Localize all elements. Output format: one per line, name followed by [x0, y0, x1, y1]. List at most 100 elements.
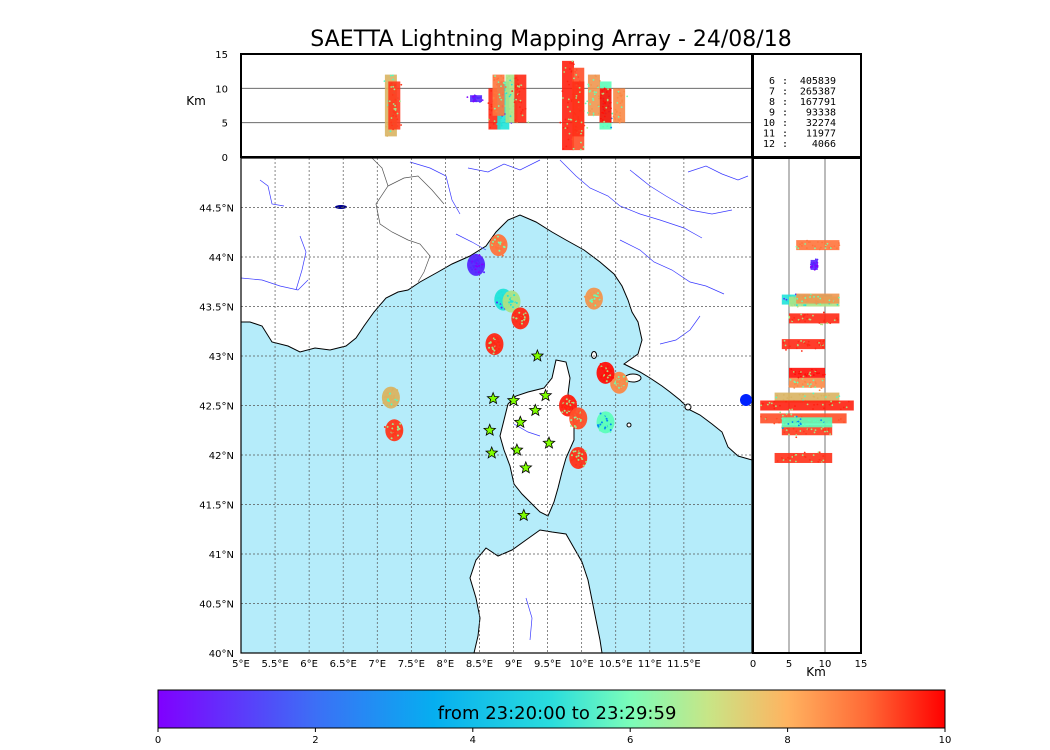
side-source [816, 341, 819, 344]
side-source [824, 247, 827, 249]
altitude-source [566, 127, 569, 129]
altitude-source [590, 84, 593, 86]
lightning-source [523, 316, 526, 319]
lightning-source [582, 464, 585, 467]
lightning-source [503, 241, 506, 244]
lightning-source [515, 297, 518, 300]
lightning-source [565, 398, 568, 401]
side-tick-label: 10 [819, 659, 832, 670]
lightning-source [574, 463, 577, 466]
altitude-source [619, 118, 622, 121]
altitude-source [389, 130, 392, 133]
side-source [810, 265, 812, 268]
lightning-source [571, 396, 574, 399]
lat-tick-label: 43°N [209, 352, 234, 363]
altitude-source [578, 86, 581, 89]
lightning-source [599, 429, 602, 432]
altitude-ylabel: Km [186, 94, 206, 108]
lightning-source [497, 296, 500, 299]
side-source [806, 239, 808, 242]
star-icon [513, 415, 528, 429]
lightning-source [615, 386, 618, 389]
side-source [822, 300, 825, 302]
altitude-source [603, 120, 606, 123]
side-source [814, 299, 817, 302]
lightning-source [389, 428, 392, 431]
altitude-source [589, 90, 591, 92]
side-source [802, 393, 804, 396]
side-source [784, 344, 787, 347]
lightning-source [392, 426, 395, 429]
side-source [815, 261, 818, 263]
altitude-source [580, 92, 583, 95]
side-source [787, 423, 790, 425]
lightning-source [510, 306, 513, 309]
side-source [788, 316, 791, 319]
side-source [835, 317, 838, 320]
lightning-source [503, 299, 506, 302]
side-source [773, 407, 776, 410]
lightning-source [589, 294, 592, 297]
altitude-source [577, 76, 580, 78]
lightning-source [578, 466, 581, 469]
lightning-source [501, 254, 504, 257]
lightning-source [569, 406, 572, 409]
lightning-source [597, 300, 600, 303]
lightning-source [574, 421, 577, 424]
altitude-source [516, 79, 519, 81]
side-source [795, 436, 798, 439]
altitude-source [396, 112, 399, 115]
lightning-source [393, 401, 396, 404]
map-panel[interactable]: 5°E 5.5°E 6°E 6.5°E 7°E 7.5°E 8°E 8.5°E 9°E 9.5°E… [199, 157, 753, 670]
side-source [810, 261, 813, 264]
side-source [814, 245, 816, 248]
side-source [795, 430, 798, 433]
altitude-source [574, 70, 577, 73]
lightning-source [497, 338, 500, 341]
altitude-source [520, 112, 522, 115]
side-clusters [760, 239, 854, 463]
side-source [838, 242, 840, 244]
side-source [795, 460, 797, 463]
side-source [775, 417, 778, 420]
lightning-source [394, 420, 397, 423]
side-source [797, 318, 800, 321]
side-source [814, 429, 817, 432]
lightning-source [506, 294, 509, 297]
lightning-source [599, 417, 602, 420]
lat-tick-label: 42.5°N [199, 402, 234, 413]
side-source [812, 454, 815, 457]
altitude-latitude-panel[interactable]: 0 5 10 15 Km [740, 157, 867, 679]
side-source [828, 421, 830, 424]
side-source [783, 339, 786, 342]
side-source [790, 368, 793, 371]
lightning-source [498, 239, 501, 242]
altitude-source [512, 77, 515, 80]
lightning-source [575, 413, 578, 416]
lightning-source [572, 414, 575, 417]
side-source [822, 420, 824, 423]
altitude-source [507, 89, 510, 92]
altitude-source [592, 99, 595, 101]
capraia-island [591, 351, 597, 359]
lightning-source [400, 429, 403, 432]
lon-tick-label: 10.5°E [599, 659, 633, 670]
country-border [371, 158, 431, 283]
lightning-source [599, 412, 602, 415]
lightning-source [614, 374, 617, 377]
lightning-source [570, 459, 573, 462]
lightning-source [391, 388, 394, 391]
lightning-source [566, 411, 569, 414]
lightning-source [497, 252, 500, 255]
side-source [823, 394, 825, 397]
altitude-source [506, 77, 509, 79]
altitude-source [497, 77, 500, 80]
altitude-source [508, 119, 510, 122]
lightning-source [503, 246, 506, 249]
altitude-source [514, 119, 517, 122]
side-source [785, 429, 788, 432]
side-source [828, 394, 830, 397]
colorbar-tick-label: 8 [784, 735, 790, 746]
lightning-source [574, 450, 577, 453]
altitude-longitude-panel[interactable]: 0 5 10 15 Km [186, 50, 753, 164]
